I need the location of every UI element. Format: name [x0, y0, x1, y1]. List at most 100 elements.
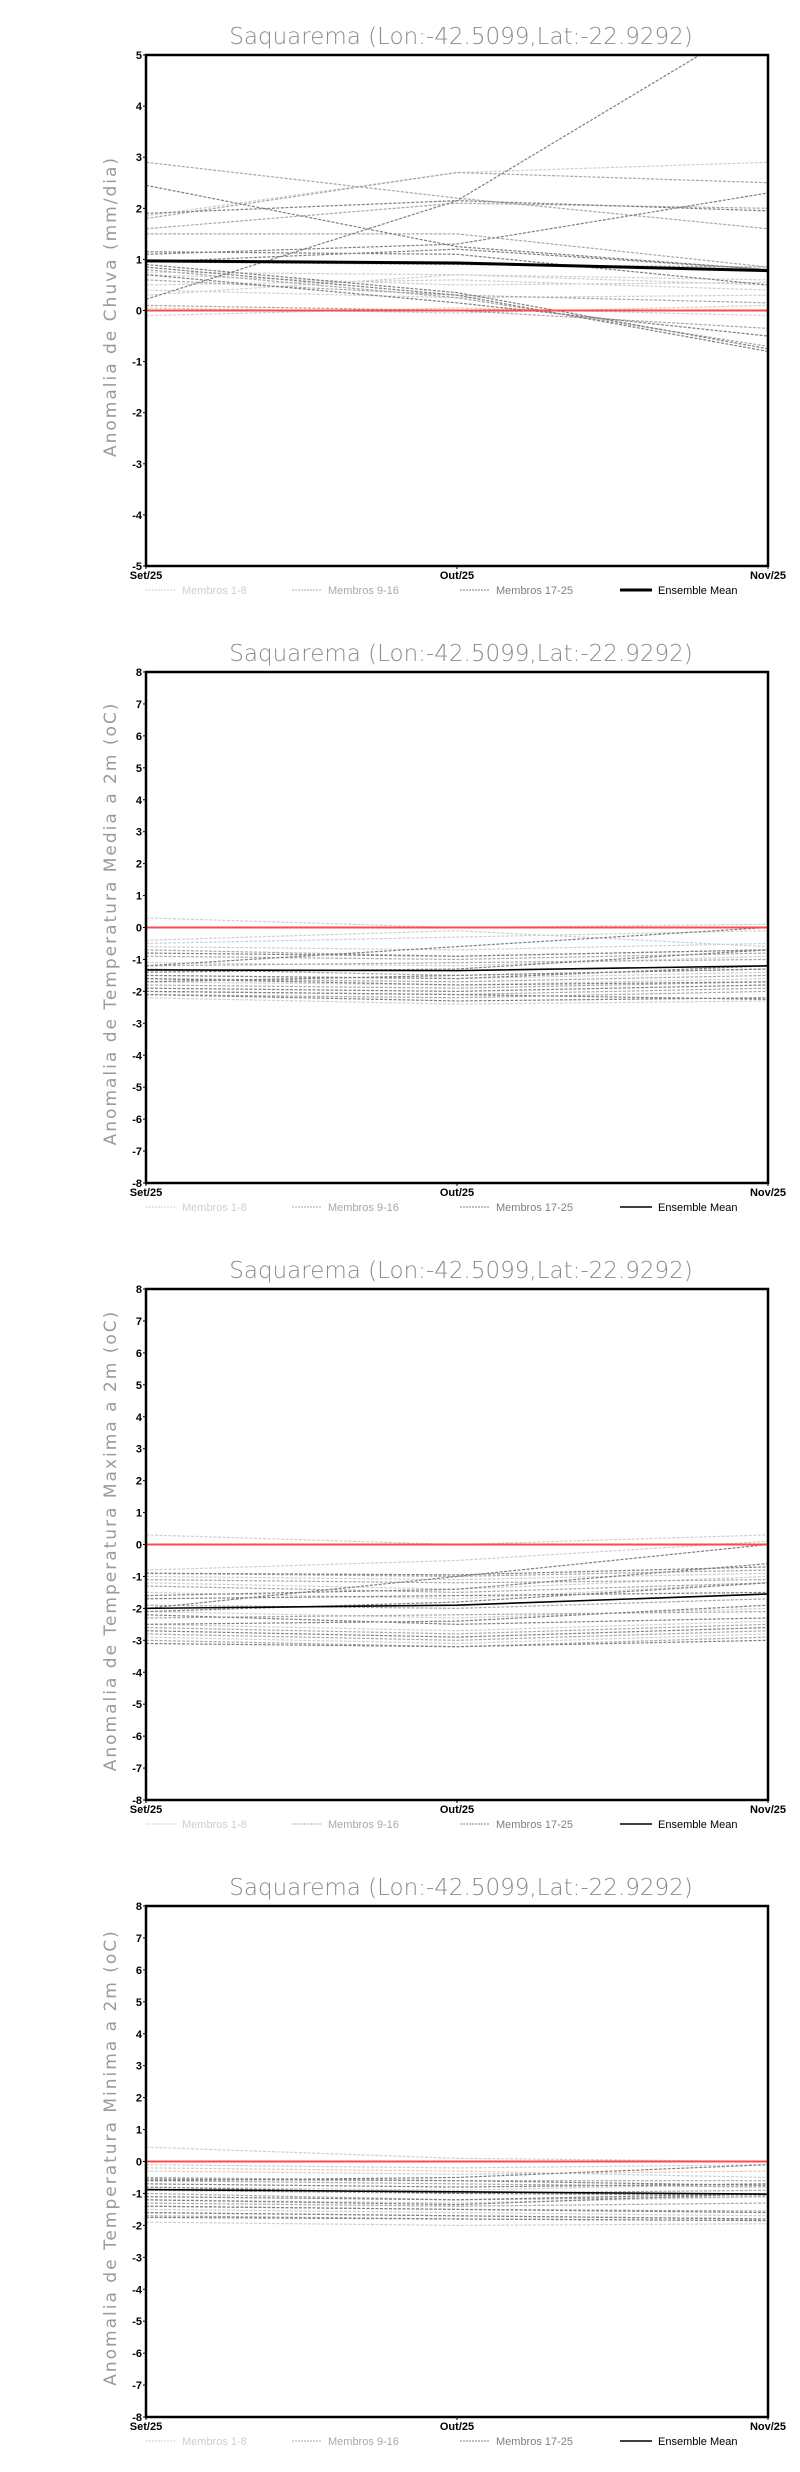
member-line-22: [146, 2212, 768, 2220]
chart-panel-2: Saquarema (Lon:-42.5099,Lat:-22.9292) Ano…: [101, 641, 786, 1214]
ensemble-mean-line: [146, 1593, 768, 1610]
y-tick-label: -2: [132, 1603, 142, 1615]
chart-title: Saquarema (Lon:-42.5099,Lat:-22.9292): [229, 24, 692, 50]
legend: Membros 1-8 Membros 9-16 Membros 17-25 Ense…: [146, 585, 738, 597]
y-tick-label: -5: [132, 2316, 142, 2328]
member-line-10: [146, 233, 768, 268]
legend-label: Membros 1-8: [182, 1202, 247, 1214]
member-line-10: [146, 958, 768, 967]
member-line-24: [146, 990, 768, 1000]
legend-label: Membros 9-16: [328, 2436, 399, 2448]
legend-label: Membros 1-8: [182, 585, 247, 597]
y-tick-label: 0: [136, 2157, 142, 2169]
legend-label: Membros 1-8: [182, 2436, 247, 2448]
member-line-19: [146, 2186, 768, 2196]
series-group: [146, 55, 768, 352]
chart-panel-1: Saquarema (Lon:-42.5099,Lat:-22.9292) Ano…: [101, 24, 786, 597]
member-line-19: [146, 949, 768, 973]
member-line-5: [146, 1607, 768, 1619]
member-line-8: [146, 2208, 768, 2217]
y-tick-label: 1: [136, 891, 142, 903]
x-tick-label: Nov/25: [750, 570, 786, 582]
y-tick-label: 3: [136, 2061, 142, 2073]
series-group: [146, 917, 768, 1005]
member-line-20: [146, 2192, 768, 2201]
member-line-3: [146, 1572, 768, 1581]
legend: Membros 1-8 Membros 9-16 Membros 17-25 Ense…: [146, 1819, 738, 1831]
member-line-1: [146, 1534, 768, 1546]
y-tick-label: 6: [136, 1348, 142, 1360]
legend: Membros 1-8 Membros 9-16 Membros 17-25 Ense…: [146, 2436, 738, 2448]
y-tick-label: 7: [136, 1933, 142, 1945]
member-line-14: [146, 1579, 768, 1584]
y-tick-label: 6: [136, 731, 142, 743]
chart-title: Saquarema (Lon:-42.5099,Lat:-22.9292): [229, 1258, 692, 1284]
member-line-6: [146, 271, 768, 281]
member-line-25: [146, 2178, 768, 2187]
member-line-7: [146, 2167, 768, 2179]
legend-label: Membros 9-16: [328, 1819, 399, 1831]
member-line-25: [146, 274, 768, 337]
y-tick-label: -1: [132, 2188, 142, 2200]
member-line-20: [146, 965, 768, 980]
member-line-23: [146, 2192, 768, 2206]
y-tick-label: 1: [136, 254, 142, 266]
y-tick-label: -4: [132, 2284, 143, 2296]
y-tick-label: -6: [132, 1114, 142, 1126]
member-line-17: [146, 2164, 768, 2182]
x-tick-label: Set/25: [130, 1804, 162, 1816]
member-line-22: [146, 248, 768, 271]
member-line-17: [146, 55, 702, 300]
member-line-15: [146, 202, 768, 230]
member-line-25: [146, 968, 768, 983]
member-line-6: [146, 1633, 768, 1645]
ensemble-mean-line: [146, 259, 768, 273]
member-line-21: [146, 2205, 768, 2214]
legend-label: Ensemble Mean: [658, 585, 738, 597]
chart-panel-3: Saquarema (Lon:-42.5099,Lat:-22.9292) Ano…: [101, 1258, 786, 1831]
y-tick-label: -2: [132, 408, 142, 420]
x-tick-label: Set/25: [130, 2421, 162, 2433]
y-tick-label: -7: [132, 1146, 142, 1158]
x-tick-label: Set/25: [130, 1187, 162, 1199]
y-tick-label: -4: [132, 1050, 143, 1062]
member-line-4: [146, 279, 768, 291]
member-line-14: [146, 952, 768, 961]
x-tick-label: Out/25: [440, 1187, 474, 1199]
member-line-21: [146, 1604, 768, 1625]
member-line-10: [146, 1582, 768, 1594]
y-tick-label: 1: [136, 2125, 142, 2137]
member-line-23: [146, 1614, 768, 1625]
member-line-15: [146, 981, 768, 989]
x-tick-label: Out/25: [440, 2421, 474, 2433]
member-line-24: [146, 266, 768, 352]
member-line-6: [146, 2221, 768, 2226]
y-tick-label: 4: [136, 795, 143, 807]
y-axis-label: Anomalia de Temperatura Media a 2m (oC): [101, 702, 121, 1146]
y-tick-label: 0: [136, 1540, 142, 1552]
member-line-23: [146, 263, 768, 350]
y-tick-label: -7: [132, 1763, 142, 1775]
x-tick-label: Nov/25: [750, 1187, 786, 1199]
y-tick-label: -6: [132, 2348, 142, 2360]
member-line-7: [146, 161, 768, 217]
y-tick-label: 5: [136, 1380, 142, 1392]
y-tick-label: 3: [136, 1444, 142, 1456]
member-line-3: [146, 942, 768, 951]
member-line-5: [146, 289, 768, 299]
member-line-14: [146, 2180, 768, 2188]
y-tick-label: 1: [136, 1508, 142, 1520]
member-line-8: [146, 1620, 768, 1632]
chart-title: Saquarema (Lon:-42.5099,Lat:-22.9292): [229, 641, 692, 667]
member-line-1: [146, 917, 768, 929]
y-tick-label: 4: [136, 1412, 143, 1424]
member-line-18: [146, 184, 768, 271]
member-line-19: [146, 1563, 768, 1597]
member-line-11: [146, 2202, 768, 2207]
y-tick-label: 8: [136, 1284, 142, 1296]
member-line-7: [146, 930, 768, 948]
y-tick-label: 5: [136, 763, 142, 775]
y-tick-label: 5: [136, 50, 142, 62]
member-line-20: [146, 1582, 768, 1613]
